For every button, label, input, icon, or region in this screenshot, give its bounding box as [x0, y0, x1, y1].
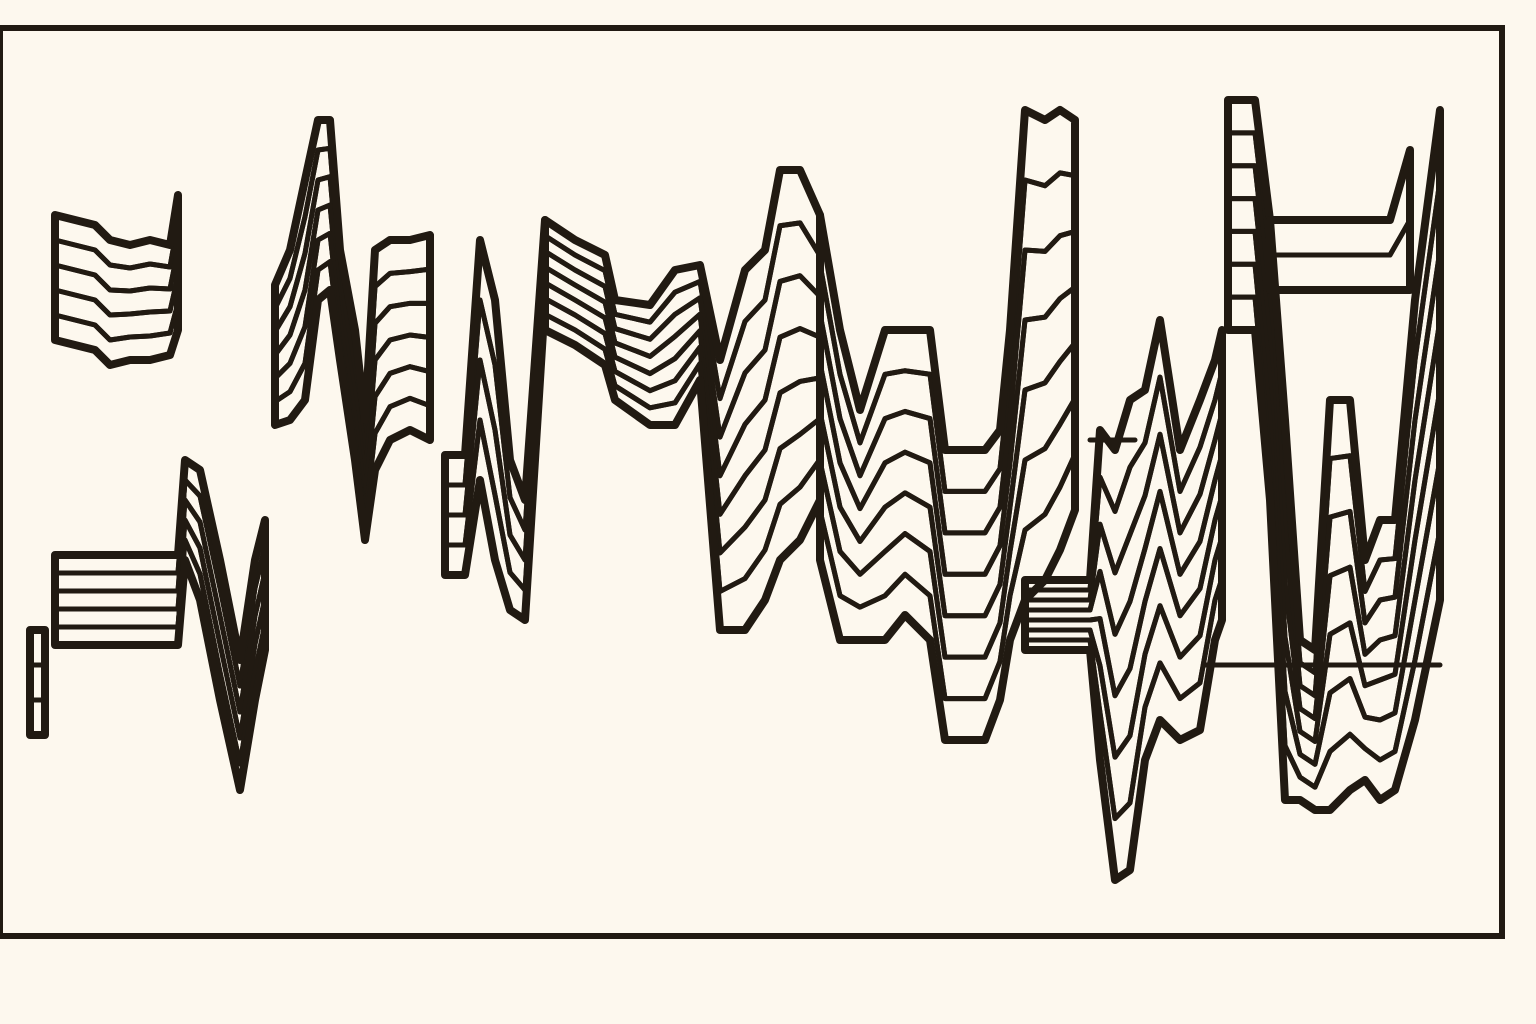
band-5-stripe-6 [542, 311, 823, 633]
band-0-outline [51, 191, 182, 369]
band-0-stripe-1 [52, 219, 181, 294]
band-7-stripe-4 [1022, 493, 1225, 760]
band-1-outline [26, 626, 49, 739]
frame-border [0, 25, 1505, 939]
band-2-outline [51, 456, 269, 794]
band-0-stripe-3 [52, 273, 181, 343]
band-9-stripe-1 [1267, 217, 1413, 293]
band-0-stripe-0 [52, 192, 181, 271]
band-5-stripe-2 [542, 248, 823, 479]
band-3-outline [271, 116, 434, 544]
band-7-stripe-6 [1022, 576, 1225, 883]
band-8-outline [1224, 96, 1444, 814]
band-9-outline [1266, 146, 1414, 294]
band-layer [26, 96, 1444, 884]
band-6-stripe-1 [817, 170, 1078, 536]
band-6-outline [816, 106, 1079, 744]
band-0-stripe-2 [52, 246, 181, 318]
band-6-stripe-6 [817, 451, 1078, 743]
band-7-outline [1021, 316, 1226, 884]
band-9-stripe-0 [1267, 147, 1413, 258]
